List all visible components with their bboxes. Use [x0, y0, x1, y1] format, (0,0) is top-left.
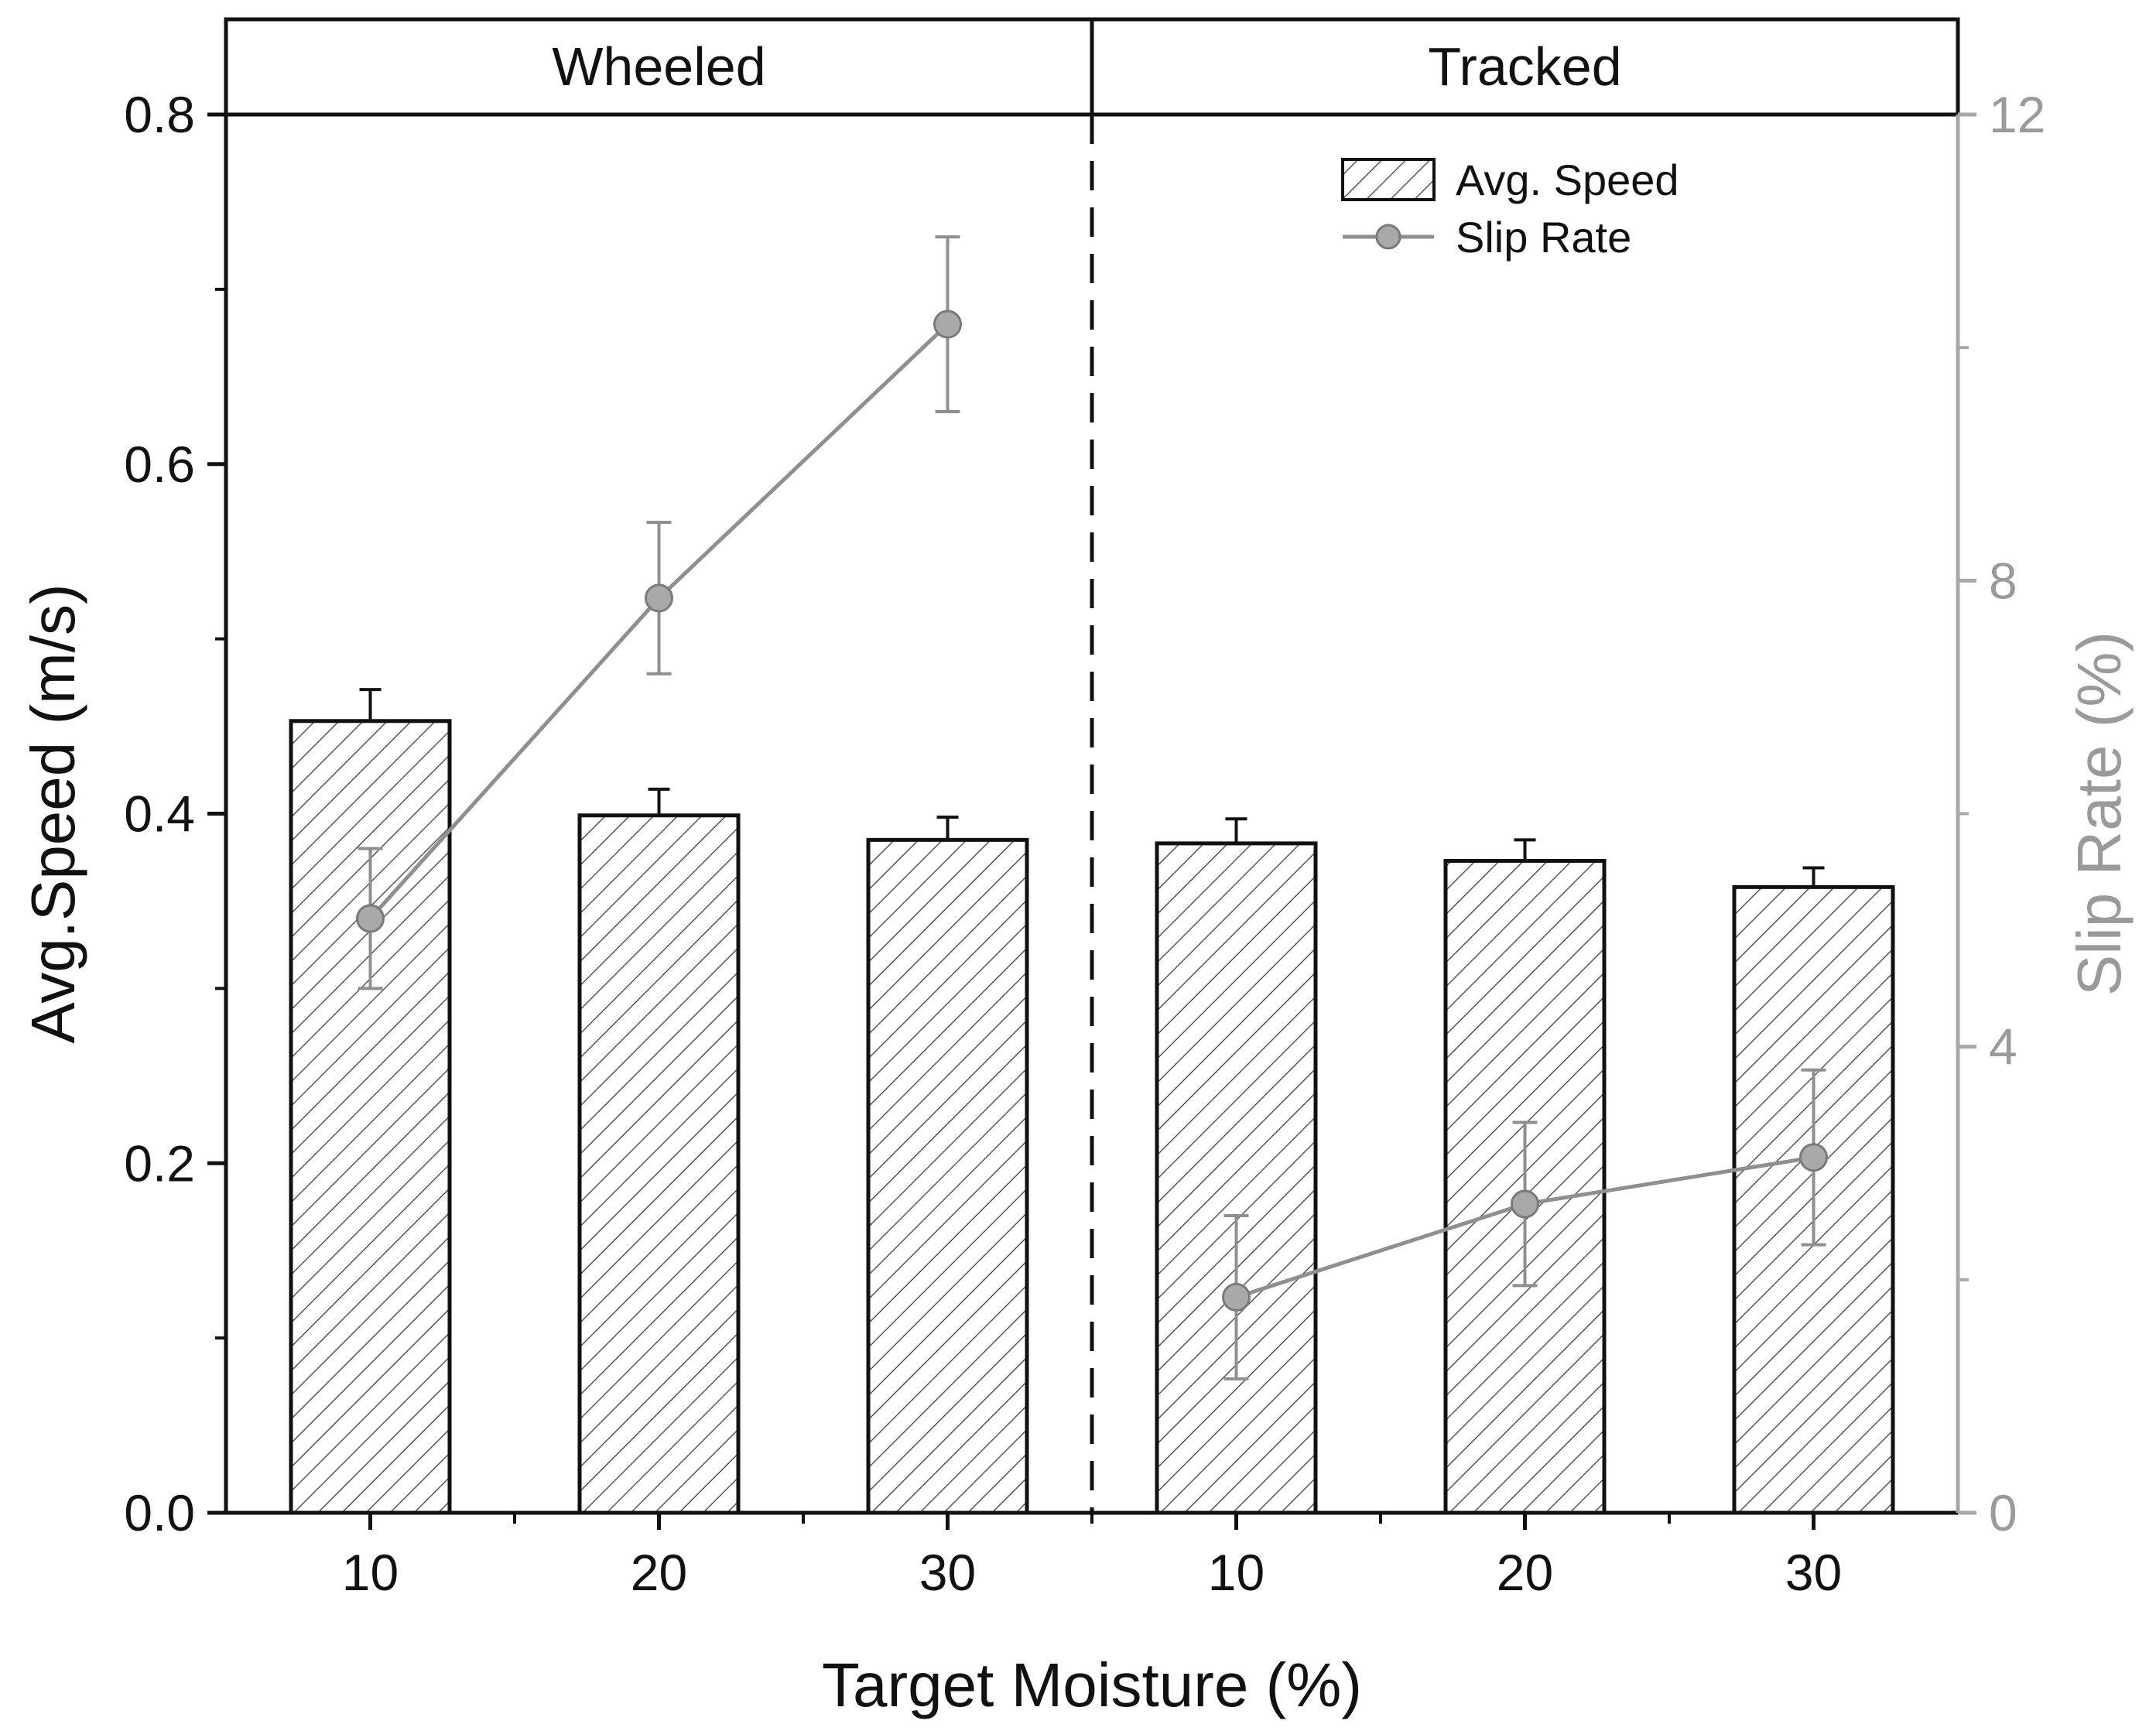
slip-rate-point: [1511, 1189, 1539, 1219]
panel-label-tracked: Tracked: [1428, 36, 1621, 97]
x-tick-label: 10: [342, 1544, 399, 1601]
slip-rate-point: [1222, 1282, 1251, 1312]
legend-speed-swatch: [1341, 158, 1436, 201]
x-tick-label: 10: [1208, 1544, 1265, 1601]
y-tick-label: 0.8: [124, 86, 195, 143]
y2-axis-title: Slip Rate (%): [2065, 631, 2134, 996]
slip-rate-point: [933, 310, 962, 339]
x-tick-label: 20: [1497, 1544, 1553, 1601]
slip-rate-point: [356, 904, 385, 933]
slip-rate-point: [645, 583, 673, 613]
y2-tick-label: 8: [1989, 552, 2017, 609]
bars-layer: [289, 688, 1895, 1515]
y2-tick-label: 12: [1989, 86, 2045, 143]
y-tick-label: 0.2: [124, 1134, 195, 1192]
text-layer: 0.0 0.2 0.4 0.6 0.8 0 4 8 12 10 20 30 10 20 30 Wheeled T…: [19, 36, 2134, 1719]
x-tick-label: 30: [919, 1544, 976, 1601]
slip-line-layer: [356, 235, 1828, 1380]
y2-tick-label: 4: [1989, 1018, 2017, 1076]
legend-slip-marker: [1375, 224, 1401, 250]
x-axis-title: Target Moisture (%): [822, 1651, 1362, 1719]
speed-bar: [1155, 841, 1318, 1515]
y2-tick-label: 0: [1989, 1484, 2017, 1541]
y-tick-label: 0.4: [124, 785, 195, 843]
panel-label-wheeled: Wheeled: [552, 36, 765, 97]
slip-rate-point: [1799, 1143, 1828, 1172]
legend-slip-label: Slip Rate: [1456, 213, 1631, 262]
legend: Avg. Speed Slip Rate: [1341, 156, 1679, 262]
legend-speed-label: Avg. Speed: [1456, 156, 1679, 204]
speed-bar: [866, 837, 1029, 1515]
y-tick-label: 0.6: [124, 436, 195, 493]
y-tick-label: 0.0: [124, 1484, 195, 1541]
frame-layer: [207, 17, 1976, 1530]
speed-bar: [577, 813, 741, 1515]
y-axis-title: Avg.Speed (m/s): [19, 583, 87, 1043]
x-tick-label: 20: [631, 1544, 687, 1601]
speed-bar: [289, 719, 452, 1515]
x-tick-label: 30: [1785, 1544, 1842, 1601]
